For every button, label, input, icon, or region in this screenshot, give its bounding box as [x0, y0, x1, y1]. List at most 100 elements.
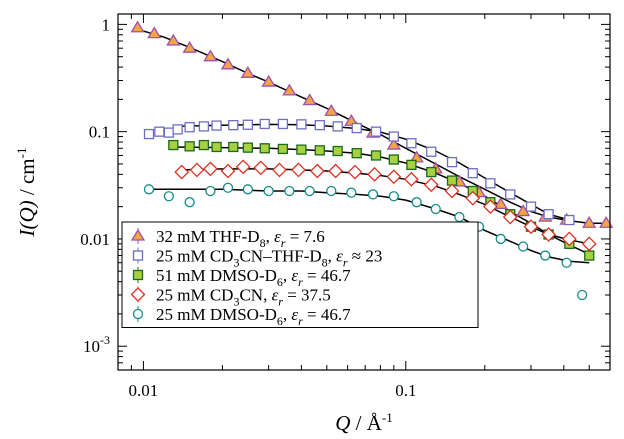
legend-item: 32 mM THF-D8, εr = 7.6 — [130, 227, 325, 250]
data-point — [518, 241, 529, 252]
data-point — [184, 122, 195, 133]
legend-item: 25 mM CD3CN, εr = 37.5 — [130, 286, 331, 309]
data-point — [203, 49, 218, 62]
data-point — [272, 162, 287, 178]
y-tick-label: 0.01 — [80, 230, 110, 249]
data-markers — [130, 20, 614, 301]
data-point — [211, 120, 222, 131]
legend-marker — [132, 308, 144, 320]
data-point — [253, 160, 269, 176]
x-tick-label: 0.01 — [129, 381, 159, 400]
y-tick-label: 10-3 — [83, 333, 110, 356]
data-point — [143, 184, 155, 195]
data-point — [409, 150, 424, 163]
data-point — [541, 227, 556, 242]
data-point — [205, 185, 216, 197]
legend-marker — [132, 269, 144, 281]
data-point — [220, 163, 236, 179]
data-point — [163, 191, 175, 202]
data-point — [130, 20, 145, 33]
data-point — [263, 185, 274, 197]
data-point — [291, 162, 306, 178]
data-point — [242, 142, 253, 153]
data-point — [328, 163, 344, 179]
series-1 — [130, 20, 614, 228]
y-axis-title: I(Q) / cm-1 — [14, 148, 39, 238]
data-point — [168, 139, 179, 151]
data-point — [370, 126, 382, 137]
data-point — [284, 185, 295, 197]
data-point — [184, 141, 195, 152]
y-tick-label: 1 — [102, 15, 111, 34]
data-point — [423, 177, 439, 193]
data-point — [444, 183, 460, 199]
data-point — [406, 138, 417, 149]
data-point — [523, 219, 539, 235]
data-point — [189, 162, 205, 178]
legend-item: 25 mM DMSO-D6, εr = 46.7 — [132, 305, 351, 328]
data-point — [324, 103, 339, 116]
data-point — [426, 166, 437, 178]
data-point — [242, 184, 253, 195]
data-point — [386, 137, 401, 150]
fit-line — [149, 188, 590, 264]
data-point — [282, 83, 297, 96]
data-point — [430, 203, 441, 215]
data-point — [543, 209, 554, 220]
data-point — [277, 118, 289, 130]
data-point — [388, 191, 399, 202]
data-point — [326, 185, 337, 197]
data-point — [465, 190, 481, 206]
data-point — [259, 143, 270, 154]
data-point — [540, 250, 551, 261]
data-point — [198, 121, 210, 132]
data-point — [426, 146, 437, 157]
x-axis-title: Q / Å-1 — [335, 410, 393, 435]
data-point — [202, 161, 218, 177]
data-point — [493, 197, 508, 210]
data-point — [577, 289, 588, 301]
data-point — [240, 66, 255, 78]
x-tick-label: 0.1 — [395, 381, 416, 400]
data-point — [495, 233, 506, 245]
data-point — [259, 118, 270, 130]
data-point — [347, 164, 363, 180]
data-point — [482, 199, 498, 215]
legend-label: 32 mM THF-D8, εr = 7.6 — [156, 227, 325, 250]
data-point — [184, 197, 195, 208]
series-2 — [143, 118, 575, 226]
legend-marker — [132, 250, 144, 261]
data-point — [351, 148, 362, 159]
data-point — [386, 169, 402, 185]
data-point — [561, 231, 577, 247]
data-point — [296, 119, 307, 130]
data-point — [467, 168, 478, 179]
data-point — [314, 120, 325, 131]
plot-frame — [117, 13, 611, 371]
data-point — [302, 93, 317, 106]
series-5 — [143, 182, 588, 301]
data-point — [388, 154, 399, 165]
legend-label: 51 mM DMSO-D6, εr = 46.7 — [156, 266, 351, 289]
data-point — [581, 236, 597, 252]
data-point — [561, 257, 572, 268]
data-point — [525, 201, 537, 212]
data-point — [406, 159, 417, 171]
data-point — [411, 197, 422, 208]
data-point — [446, 156, 458, 168]
data-point — [485, 178, 496, 189]
data-point — [582, 215, 597, 228]
data-point — [370, 150, 382, 161]
legend-item: 51 mM DMSO-D6, εr = 46.7 — [132, 266, 351, 289]
legend-label: 25 mM DMSO-D6, εr = 46.7 — [156, 305, 351, 328]
data-point — [564, 214, 575, 226]
data-point — [367, 189, 379, 200]
data-point — [220, 57, 236, 70]
data-point — [242, 119, 253, 130]
data-point — [163, 127, 175, 138]
data-point — [296, 144, 307, 155]
legend-marker — [130, 287, 146, 302]
data-point — [154, 126, 165, 137]
data-point — [403, 171, 419, 187]
